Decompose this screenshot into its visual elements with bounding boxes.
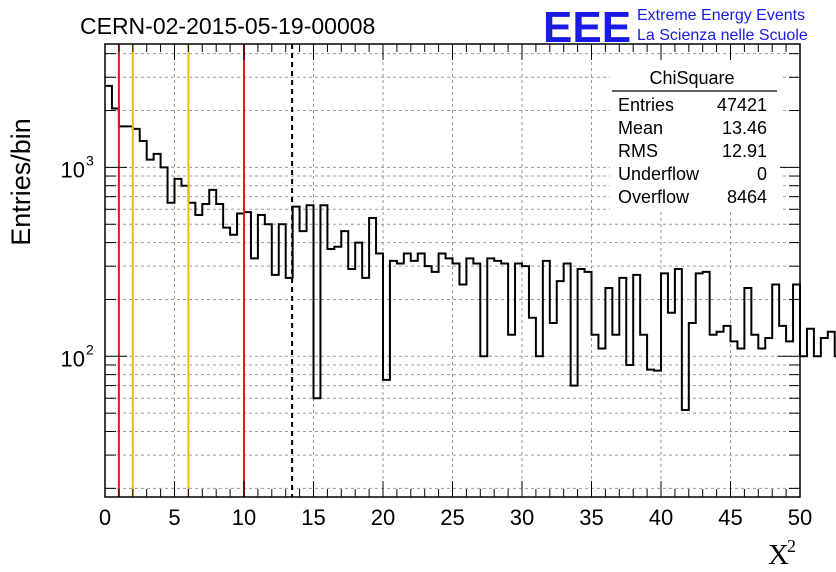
stats-overflow-label: Overflow bbox=[618, 187, 690, 207]
x-tick-label: 30 bbox=[510, 505, 534, 530]
eee-logo: EEE Extreme Energy Events La Scienza nel… bbox=[543, 3, 808, 52]
x-tick-label: 35 bbox=[579, 505, 603, 530]
x-tick-label: 50 bbox=[788, 505, 812, 530]
x-tick-label: 10 bbox=[232, 505, 256, 530]
x-tick-label: 5 bbox=[168, 505, 180, 530]
y-tick-label-exponent: 2 bbox=[86, 341, 94, 357]
x-axis-title: X 2 bbox=[768, 536, 796, 571]
axis-ticks bbox=[104, 44, 801, 497]
stats-overflow-value: 8464 bbox=[727, 187, 767, 207]
y-tick-label: 10 2 bbox=[61, 341, 94, 371]
marker-lines bbox=[117, 44, 294, 497]
y-tick-label-base: 10 bbox=[61, 346, 85, 371]
y-tick-label-base: 10 bbox=[61, 157, 85, 182]
logo-line2: La Scienza nelle Scuole bbox=[637, 27, 808, 44]
x-tick-label: 25 bbox=[440, 505, 464, 530]
y-tick-label: 10 3 bbox=[61, 152, 94, 182]
stats-entries-value: 47421 bbox=[717, 95, 767, 115]
x-tick-label: 45 bbox=[718, 505, 742, 530]
stats-underflow-label: Underflow bbox=[618, 164, 700, 184]
histogram bbox=[105, 84, 836, 411]
grid bbox=[105, 44, 800, 497]
x-tick-labels: 0 5 10 15 20 25 30 35 40 45 50 bbox=[99, 505, 812, 530]
x-tick-label: 0 bbox=[99, 505, 111, 530]
histogram-line bbox=[105, 84, 836, 411]
x-tick-label: 20 bbox=[371, 505, 395, 530]
stats-underflow-value: 0 bbox=[757, 164, 767, 184]
stats-box-bg bbox=[610, 60, 780, 210]
stats-rms-value: 12.91 bbox=[722, 141, 767, 161]
x-axis-title-superscript: 2 bbox=[787, 536, 796, 556]
x-tick-label: 40 bbox=[649, 505, 673, 530]
y-axis-title: Entries/bin bbox=[6, 118, 36, 246]
x-axis-title-base: X bbox=[768, 539, 789, 571]
chart-title: CERN-02-2015-05-19-00008 bbox=[80, 13, 375, 39]
stats-box: ChiSquare Entries 47421 Mean 13.46 RMS 1… bbox=[610, 60, 780, 210]
stats-mean-value: 13.46 bbox=[722, 118, 767, 138]
x-tick-label: 15 bbox=[301, 505, 325, 530]
logo-line1: Extreme Energy Events bbox=[637, 7, 805, 24]
y-tick-label-exponent: 3 bbox=[86, 152, 94, 168]
stats-entries-label: Entries bbox=[618, 95, 674, 115]
stats-mean-label: Mean bbox=[618, 118, 663, 138]
stats-rms-label: RMS bbox=[618, 141, 658, 161]
stats-box-title: ChiSquare bbox=[649, 68, 734, 88]
